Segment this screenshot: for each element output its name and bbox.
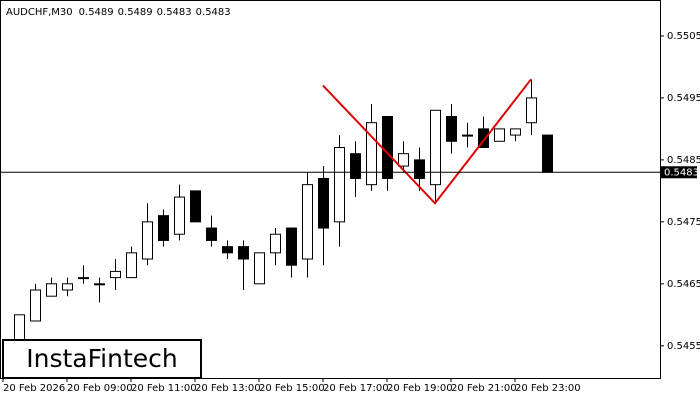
x-tick-label: 20 Feb 19:00: [387, 383, 453, 394]
header-low: 0.5483: [157, 7, 192, 18]
last-price-label: 0.5483: [664, 167, 699, 178]
candle-body: [142, 221, 153, 260]
candle-body: [270, 233, 281, 254]
y-tick-label: 0.5495: [667, 93, 700, 104]
candle-body: [462, 134, 473, 137]
x-tick-label: 20 Feb 21:00: [451, 383, 517, 394]
header-open: 0.5489: [79, 7, 114, 18]
candle-body: [206, 227, 217, 241]
candle-body: [382, 115, 393, 179]
x-tick-label: 20 Feb 13:00: [195, 383, 261, 394]
y-tick-label: 0.5505: [667, 31, 700, 42]
candle-body: [174, 196, 185, 235]
y-tick-label: 0.5455: [667, 341, 700, 352]
candle-body: [542, 134, 553, 173]
candle-body: [318, 177, 329, 229]
candle-body: [94, 283, 105, 286]
candle-body: [222, 246, 233, 254]
candle-body: [478, 128, 489, 148]
chart-header: AUDCHF,M30 0.5489 0.5489 0.5483 0.5483: [6, 7, 231, 18]
candle-body: [126, 252, 137, 279]
candle-body: [526, 97, 537, 124]
candle-body: [366, 122, 377, 186]
candle-body: [350, 153, 361, 179]
candle-body: [190, 190, 201, 223]
candle-body: [30, 289, 41, 322]
logo-box: [2, 339, 202, 379]
candle-body: [158, 215, 169, 241]
candle-body: [14, 314, 25, 341]
x-tick-label: 20 Feb 17:00: [323, 383, 389, 394]
candle-body: [430, 109, 441, 186]
symbol: AUDCHF,M30: [6, 7, 73, 18]
candle-body: [78, 277, 89, 280]
header-close: 0.5483: [196, 7, 231, 18]
candle-body: [446, 115, 457, 142]
plot-frame: [0, 0, 661, 379]
candle-body: [510, 128, 521, 136]
pattern-line: [322, 78, 532, 205]
y-tick-label: 0.5465: [667, 279, 700, 290]
candle-body: [62, 283, 73, 291]
last-price-box: [661, 166, 697, 179]
header-high: 0.5489: [118, 7, 153, 18]
candle-body: [254, 252, 265, 285]
x-tick-label: 20 Feb 09:00: [67, 383, 133, 394]
candle-body: [494, 128, 505, 142]
candle-body: [398, 153, 409, 167]
candle-body: [302, 184, 313, 260]
y-tick-label: 0.5485: [667, 155, 700, 166]
candle-body: [286, 227, 297, 266]
x-tick-label: 20 Feb 23:00: [515, 383, 581, 394]
x-tick-label: 20 Feb 11:00: [131, 383, 197, 394]
candle-body: [334, 146, 345, 223]
candle-body: [238, 246, 249, 260]
candle-body: [46, 283, 57, 297]
candle-body: [110, 270, 121, 279]
candle-body: [414, 159, 425, 179]
x-tick-label: 20 Feb 2026: [3, 383, 65, 394]
y-tick-label: 0.5475: [667, 217, 700, 228]
x-tick-label: 20 Feb 15:00: [259, 383, 325, 394]
logo: InstaFintech: [26, 344, 178, 373]
